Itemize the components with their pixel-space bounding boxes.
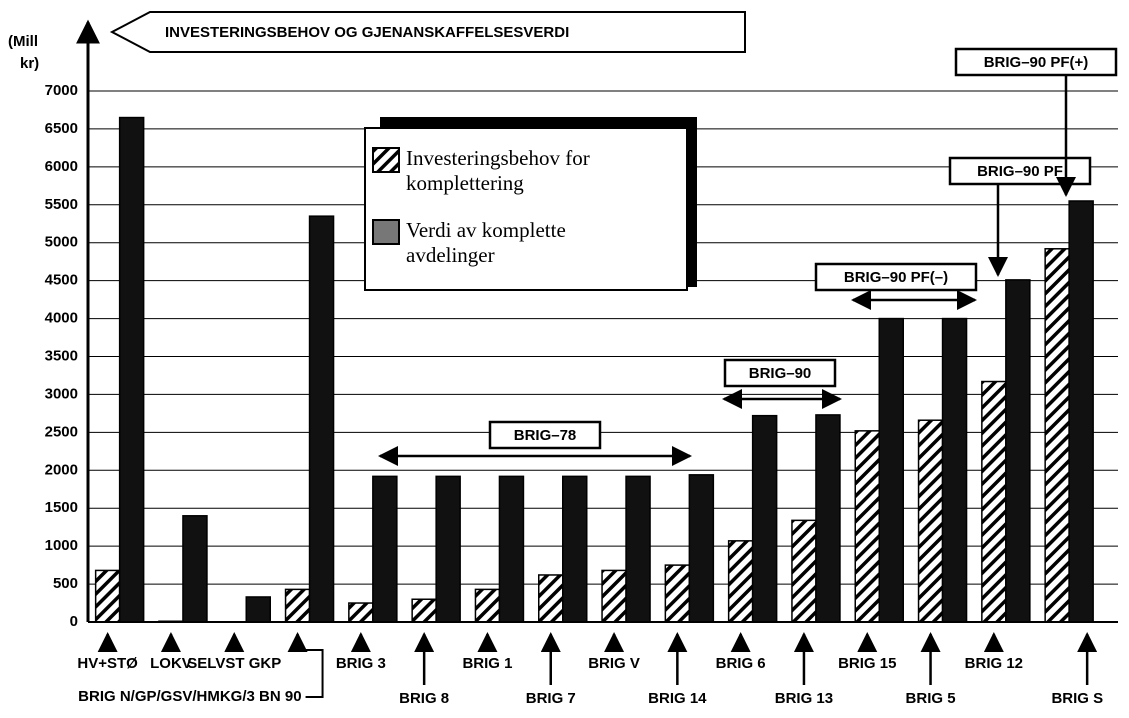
- annotation: BRIG–90: [749, 365, 812, 382]
- bar: [664, 564, 691, 623]
- x-tick-label: LOKV: [150, 655, 192, 672]
- legend-label: Verdi av komplette avdelinger: [406, 218, 566, 267]
- bar: [751, 414, 778, 623]
- y-label: (Mill: [8, 33, 38, 50]
- annotation: BRIG–90 PF: [977, 163, 1063, 180]
- x-tick-label: BRIG V: [588, 655, 640, 672]
- bar: [1068, 200, 1094, 623]
- bar: [1044, 248, 1070, 623]
- bar: [498, 475, 525, 623]
- bar: [878, 317, 904, 623]
- y-tick-label: 3500: [45, 347, 78, 364]
- annotation: BRIG–90 PF(+): [984, 54, 1089, 71]
- legend-label: Investeringsbehov for komplettering: [406, 146, 590, 195]
- bar: [601, 569, 627, 623]
- legend: [364, 127, 688, 291]
- pointer: [297, 649, 324, 698]
- x-tick-label: BRIG 3: [336, 655, 386, 672]
- y-tick-label: 500: [53, 575, 78, 592]
- chart-title: INVESTERINGSBEHOV OG GJENANSKAFFELSESVER…: [165, 24, 569, 41]
- annotation-box: [723, 358, 837, 388]
- y-tick-label: 2500: [45, 423, 78, 440]
- legend-swatch: [372, 219, 400, 245]
- x-tick-label: BRIG N/GP/GSV/HMKG/3 BN 90: [78, 688, 301, 705]
- legend-label-box: Verdi av komplette avdelinger: [406, 218, 566, 267]
- bar: [538, 574, 564, 623]
- annotation: BRIG–90 PF(–): [844, 269, 948, 286]
- bar: [411, 598, 437, 623]
- x-tick-label: BRIG 8: [399, 690, 449, 707]
- bar: [854, 430, 880, 623]
- bar: [245, 596, 271, 623]
- x-tick-label: BRIG 15: [838, 655, 896, 672]
- x-tick-label: BRIG 12: [965, 655, 1023, 672]
- bar: [474, 588, 501, 623]
- x-tick-label: BRIG 14: [648, 690, 707, 707]
- y-tick-label: 5000: [45, 234, 78, 251]
- bar: [284, 588, 311, 623]
- x-tick-label: BRIG 7: [526, 690, 576, 707]
- y-tick-label: 1500: [45, 499, 78, 516]
- annotation-box: [954, 47, 1118, 77]
- x-tick-label: BRIG 13: [775, 690, 833, 707]
- bar: [562, 475, 588, 623]
- y-tick-label: 6000: [45, 158, 78, 175]
- bar: [688, 474, 715, 623]
- title-box: [109, 11, 746, 53]
- y-tick-label: 6500: [45, 120, 78, 137]
- x-tick-label: SELVST GKP: [187, 655, 281, 672]
- bar: [815, 414, 841, 623]
- y-tick-label: 2000: [45, 461, 78, 478]
- x-tick-label: HV+STØ: [77, 655, 138, 672]
- bar: [1005, 279, 1031, 623]
- bar: [981, 380, 1007, 623]
- annotation-box: [488, 420, 602, 450]
- x-tick-label: BRIG 6: [716, 655, 766, 672]
- x-tick-label: BRIG S: [1051, 690, 1103, 707]
- y-tick-label: 5500: [45, 196, 78, 213]
- bar: [791, 519, 817, 623]
- y-tick-label: 4500: [45, 272, 78, 289]
- bar: [372, 475, 398, 623]
- bar: [941, 317, 968, 623]
- annotation: BRIG–78: [514, 427, 577, 444]
- bar: [727, 540, 754, 623]
- y-label: kr): [20, 55, 39, 72]
- bar: [917, 419, 944, 623]
- y-tick-label: 7000: [45, 82, 78, 99]
- bar: [308, 215, 335, 623]
- bar: [625, 475, 651, 623]
- legend-label-box: Investeringsbehov for komplettering: [406, 146, 590, 195]
- bar: [182, 515, 208, 623]
- y-tick-label: 3000: [45, 385, 78, 402]
- x-tick-label: BRIG 1: [462, 655, 512, 672]
- y-tick-label: 0: [70, 613, 78, 630]
- y-tick-label: 4000: [45, 310, 78, 327]
- annotation-box: [814, 262, 978, 292]
- bar: [348, 602, 374, 623]
- bar: [94, 569, 121, 623]
- y-tick-label: 1000: [45, 537, 78, 554]
- bar: [435, 475, 461, 623]
- bar: [118, 116, 145, 623]
- x-tick-label: BRIG 5: [906, 690, 956, 707]
- legend-swatch: [372, 147, 400, 173]
